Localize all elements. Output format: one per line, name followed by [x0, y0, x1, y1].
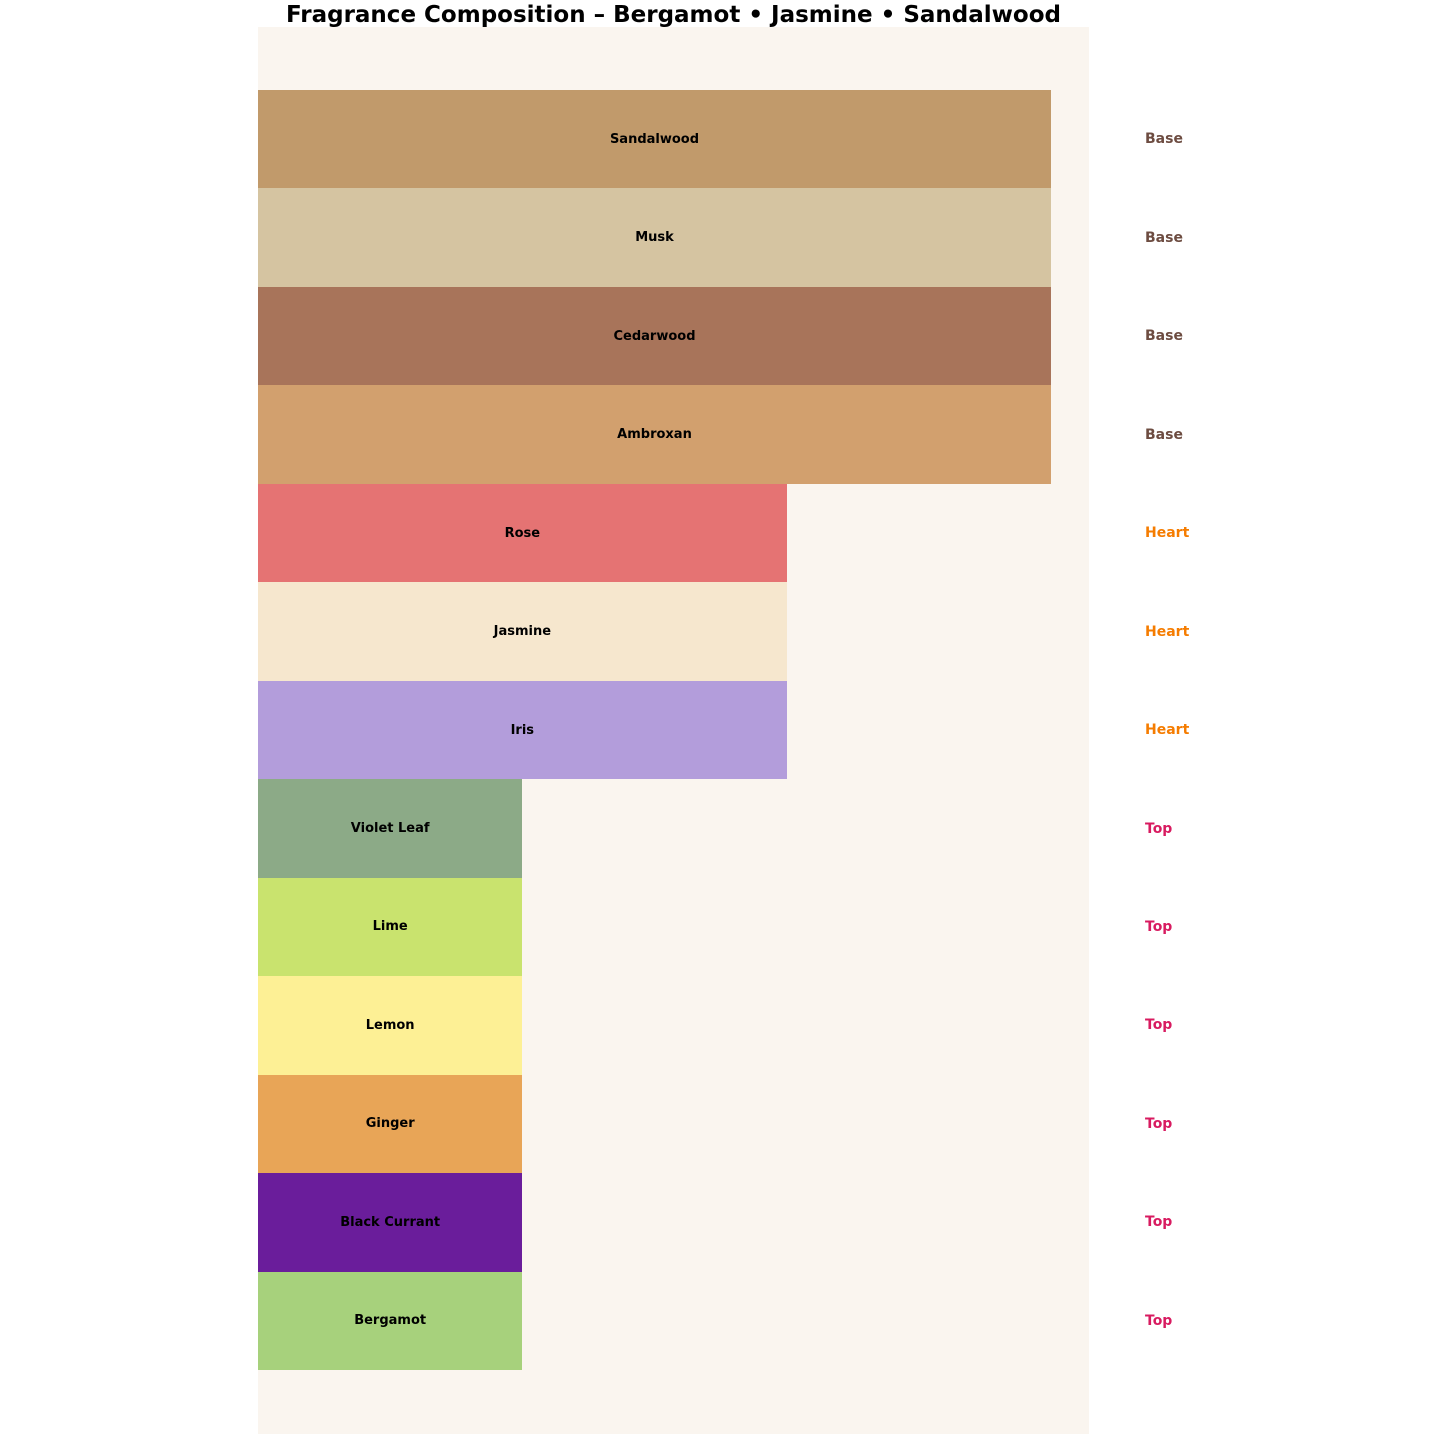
- tier-row: Top: [1145, 976, 1285, 1074]
- chart-title: Fragrance Composition – Bergamot • Jasmi…: [286, 2, 1061, 28]
- tier-label: Base: [1145, 328, 1183, 345]
- note-bar-label: Cedarwood: [613, 328, 696, 344]
- bar-row: Cedarwood: [258, 286, 1051, 386]
- note-bar: Musk: [258, 188, 1051, 287]
- tier-row: Base: [1145, 385, 1285, 483]
- tier-row: Top: [1145, 1173, 1285, 1271]
- bar-row: Ginger: [258, 1074, 1051, 1174]
- note-bar: Rose: [258, 483, 787, 583]
- note-bar-label: Ginger: [365, 1116, 415, 1132]
- tier-row: Heart: [1145, 582, 1285, 680]
- bar-row: Musk: [258, 188, 1051, 287]
- tier-label: Top: [1145, 1115, 1173, 1132]
- tier-label-column: Base Base Base Base Heart Heart Heart To…: [1145, 90, 1285, 1370]
- bar-row: Bergamot: [258, 1271, 1051, 1371]
- bar-row: Black Currant: [258, 1173, 1051, 1272]
- tier-row: Top: [1145, 878, 1285, 976]
- tier-row: Base: [1145, 90, 1285, 188]
- note-bar-label: Rose: [504, 525, 541, 541]
- note-bar-label: Black Currant: [340, 1214, 441, 1230]
- note-bar-label: Ambroxan: [617, 427, 692, 443]
- note-bar: Bergamot: [258, 1271, 523, 1371]
- note-bar: Lime: [258, 877, 523, 977]
- note-bar: Ambroxan: [258, 385, 1051, 484]
- note-bar: Violet Leaf: [258, 779, 523, 878]
- note-bar-label: Iris: [510, 722, 535, 738]
- tier-label: Top: [1145, 1214, 1173, 1231]
- tier-label: Top: [1145, 918, 1173, 935]
- tier-label: Top: [1145, 820, 1173, 837]
- tier-row: Heart: [1145, 484, 1285, 582]
- note-bar: Cedarwood: [258, 286, 1051, 386]
- note-bar: Iris: [258, 680, 787, 780]
- tier-row: Top: [1145, 1075, 1285, 1173]
- note-bar: Black Currant: [258, 1173, 523, 1272]
- tier-label: Base: [1145, 426, 1183, 443]
- tier-label: Base: [1145, 229, 1183, 246]
- bar-row: Sandalwood: [258, 90, 1051, 189]
- bar-row: Iris: [258, 680, 1051, 780]
- note-bar: Jasmine: [258, 582, 787, 681]
- note-bar: Ginger: [258, 1074, 523, 1174]
- note-bar: Sandalwood: [258, 90, 1051, 189]
- bar-row: Lime: [258, 877, 1051, 977]
- tier-row: Base: [1145, 287, 1285, 385]
- note-bar-label: Lime: [372, 919, 408, 935]
- note-bar-label: Bergamot: [354, 1313, 427, 1329]
- tier-label: Heart: [1145, 525, 1190, 542]
- bar-row: Ambroxan: [258, 385, 1051, 484]
- note-bar: Lemon: [258, 976, 523, 1075]
- tier-label: Top: [1145, 1312, 1173, 1329]
- tier-row: Heart: [1145, 681, 1285, 779]
- bar-row: Violet Leaf: [258, 779, 1051, 878]
- note-bar-label: Musk: [635, 230, 674, 246]
- tier-label: Top: [1145, 1017, 1173, 1034]
- tier-label: Base: [1145, 131, 1183, 148]
- tier-row: Top: [1145, 779, 1285, 877]
- tier-label: Heart: [1145, 722, 1190, 739]
- bar-row: Lemon: [258, 976, 1051, 1075]
- note-bar-label: Jasmine: [493, 624, 552, 640]
- tier-row: Top: [1145, 1272, 1285, 1370]
- note-bar-label: Violet Leaf: [350, 821, 430, 837]
- bar-row: Jasmine: [258, 582, 1051, 681]
- tier-row: Base: [1145, 188, 1285, 286]
- bar-row: Rose: [258, 483, 1051, 583]
- tier-label: Heart: [1145, 623, 1190, 640]
- note-bar-label: Sandalwood: [609, 131, 700, 147]
- note-bar-label: Lemon: [365, 1017, 415, 1033]
- bar-plot-area: Sandalwood Musk Cedarwood Ambroxan Rose: [258, 90, 1051, 1371]
